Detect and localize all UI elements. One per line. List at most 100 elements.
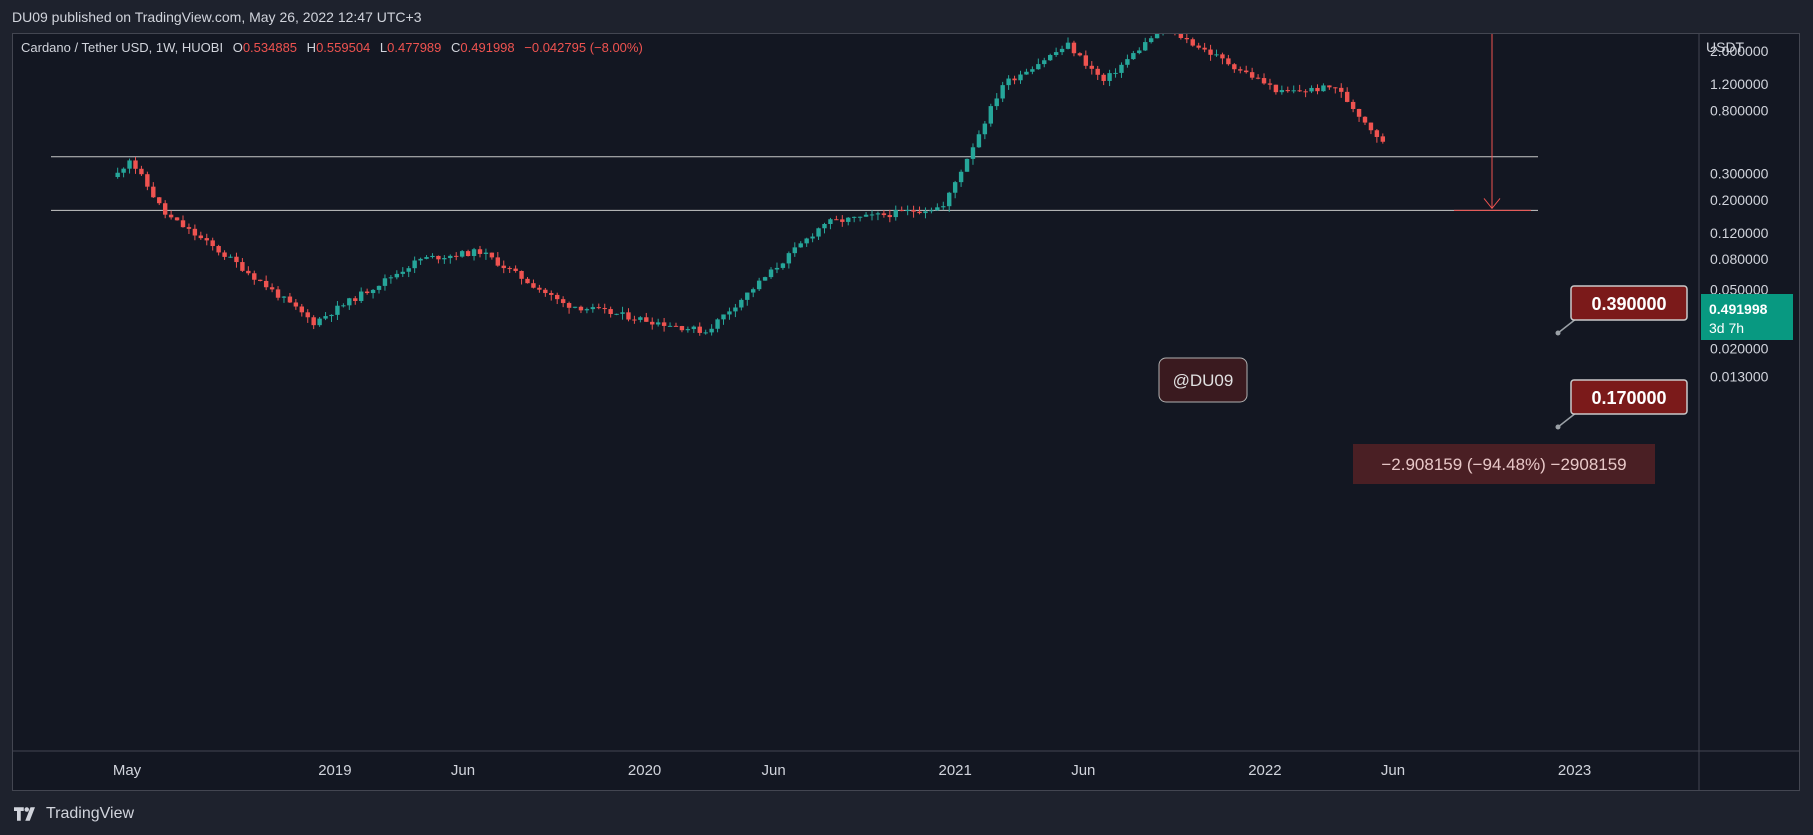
candle-body (133, 160, 138, 169)
candle-body (614, 313, 619, 315)
candle-body (495, 257, 501, 266)
candle-body (1006, 78, 1011, 86)
candle-body (157, 197, 162, 204)
candle-body (679, 326, 685, 331)
candle-body (222, 252, 227, 257)
watermark-text: @DU09 (1173, 371, 1234, 390)
candle-body (1267, 83, 1273, 85)
candle-body (364, 291, 370, 294)
candle-body (721, 314, 726, 320)
candle-body (305, 312, 310, 318)
measure-arrow-head (1483, 198, 1501, 210)
candle-body (1350, 101, 1356, 109)
current-price-value: 0.491998 (1709, 301, 1768, 317)
legend-close-value: 0.491998 (460, 40, 514, 55)
x-tick-label: 2021 (939, 762, 972, 779)
candle-body (851, 216, 857, 218)
candle-body (1071, 42, 1077, 54)
y-tick-label: 0.200000 (1710, 192, 1769, 208)
price-axis-currency: USDT (1706, 39, 1745, 55)
candle-body (537, 287, 542, 290)
legend-close-label: C (451, 40, 460, 55)
candle-body (168, 214, 174, 218)
candle-body (834, 219, 839, 221)
candle-body (531, 283, 536, 288)
candle-body (1255, 77, 1261, 79)
candle-body (1309, 87, 1314, 92)
candle-body (994, 98, 999, 107)
candle-body (412, 260, 417, 269)
x-tick-label: Jun (451, 762, 475, 779)
candle-body (572, 306, 578, 308)
candle-body (869, 214, 875, 216)
candle-body (560, 299, 566, 304)
callout-lower-dot (1555, 424, 1561, 430)
x-axis[interactable]: May 2019 Jun 2020 Jun 2021 Jun 2022 Jun 2023 (113, 762, 1591, 779)
candle-body (1125, 59, 1130, 65)
candle-body (513, 268, 518, 271)
y-tick-label: 0.013000 (1710, 368, 1769, 384)
candle-body (1297, 90, 1302, 92)
candle-body (816, 228, 821, 237)
candle-body (1374, 130, 1380, 137)
candle-body (1131, 53, 1136, 60)
x-tick-label: 2022 (1248, 762, 1281, 779)
candle-body (1273, 84, 1279, 93)
y-tick-label: 0.120000 (1710, 225, 1769, 241)
x-tick-label: 2020 (628, 762, 661, 779)
candlestick-series[interactable] (115, 34, 1386, 336)
candle-body (1018, 74, 1023, 81)
candle-body (1208, 49, 1213, 55)
candle-body (673, 325, 679, 327)
callout-upper[interactable]: 0.390000 (1555, 285, 1688, 336)
candle-body (323, 316, 328, 319)
callout-upper-text: 0.390000 (1591, 294, 1666, 314)
candle-body (703, 332, 708, 334)
chart-frame[interactable]: Cardano / Tether USD, 1W, HUOBI O0.53488… (12, 33, 1800, 791)
tradingview-logo-icon (14, 807, 35, 821)
candle-body (786, 253, 792, 264)
candle-body (430, 255, 435, 258)
candle-body (454, 255, 459, 257)
candle-body (436, 255, 441, 260)
candle-body (566, 303, 572, 308)
current-price-tag[interactable]: 0.491998 3d 7h (1701, 294, 1793, 340)
candle-body (584, 309, 590, 311)
legend-high-value: 0.559504 (316, 40, 370, 55)
chart-canvas[interactable]: Cardano / Tether USD, 1W, HUOBI O0.53488… (13, 34, 1799, 790)
candle-body (655, 322, 661, 325)
candle-body (774, 267, 780, 270)
y-tick-label: 0.080000 (1710, 251, 1769, 267)
candle-body (822, 224, 827, 229)
candle-body (828, 219, 833, 225)
candle-body (1202, 47, 1207, 50)
candle-body (353, 298, 358, 302)
candle-body (358, 291, 364, 302)
candle-body (1291, 90, 1296, 92)
candle-body (269, 287, 275, 290)
watermark-badge: @DU09 (1158, 357, 1248, 403)
candle-body (329, 314, 334, 317)
candle-body (311, 317, 316, 326)
candle-body (1232, 64, 1237, 70)
candle-body (1344, 91, 1350, 102)
candle-body (935, 207, 940, 211)
candle-body (952, 182, 958, 193)
callout-lower[interactable]: 0.170000 (1555, 379, 1688, 430)
candle-body (1036, 64, 1041, 70)
candle-body (1012, 78, 1017, 81)
measure-tool[interactable]: −2.908159 (−94.48%) −2908159 (1353, 34, 1655, 484)
candle-body (846, 217, 851, 222)
candle-body (394, 273, 400, 278)
candle-body (887, 215, 893, 218)
candle-body (1356, 108, 1362, 117)
candle-body (970, 147, 976, 159)
x-tick-label: Jun (1071, 762, 1095, 779)
candle-body (1119, 64, 1124, 73)
candle-body (1030, 69, 1035, 72)
candle-body (341, 305, 346, 307)
candle-body (198, 235, 204, 239)
candle-body (899, 210, 904, 212)
candle-body (1065, 42, 1071, 49)
candle-body (739, 299, 744, 308)
